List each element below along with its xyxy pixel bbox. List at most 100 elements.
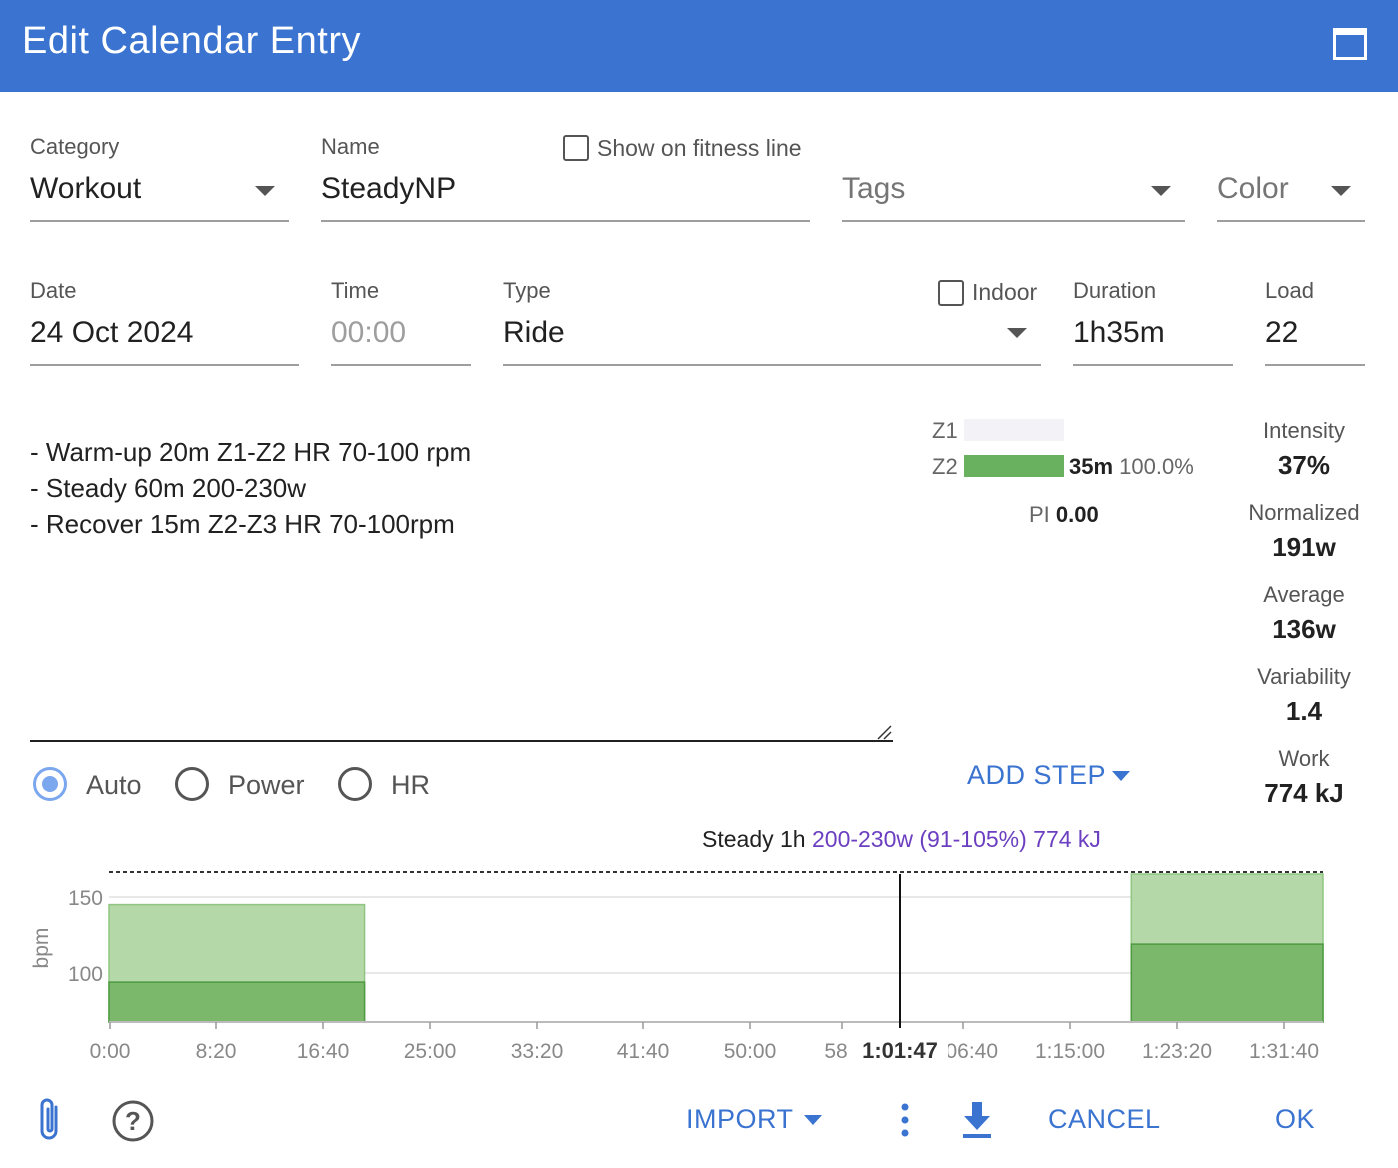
stat-value: 136w (1272, 614, 1336, 644)
y-axis-label: bpm (30, 928, 53, 969)
load-label: Load (1265, 278, 1314, 303)
help-icon[interactable]: ? (111, 1099, 155, 1143)
zone-bar-track-z2 (964, 455, 1064, 477)
stat-label: Variability (1257, 664, 1351, 689)
import-button[interactable]: IMPORT (686, 1104, 794, 1134)
zone-z2-time: 35m (1069, 454, 1114, 479)
radio-hr-label: HR (391, 770, 430, 800)
stat-label: Average (1263, 582, 1345, 607)
stat-value: 37% (1277, 450, 1331, 480)
x-tick-label: 16:40 (297, 1040, 350, 1063)
radio-hr[interactable] (338, 767, 372, 801)
description-line: - Warm-up 20m Z1-Z2 HR 70-100 rpm (30, 437, 472, 467)
zone-bar-track-z1 (964, 419, 1064, 441)
chevron-down-icon (1007, 328, 1027, 338)
time-field[interactable]: Time 00:00 (331, 278, 471, 366)
cancel-button[interactable]: CANCEL (1048, 1104, 1161, 1134)
stat-value: 191w (1272, 532, 1336, 562)
pi-value: 0.00 (1055, 502, 1099, 527)
ok-button[interactable]: OK (1275, 1104, 1316, 1134)
name-field[interactable]: Name SteadyNP (321, 134, 810, 222)
x-tick-label: 1:15:00 (1035, 1040, 1105, 1063)
maximize-icon[interactable] (1333, 28, 1367, 60)
type-select[interactable]: Type Ride (503, 278, 1041, 366)
stat-label: Normalized (1248, 500, 1360, 525)
description-underline (30, 740, 893, 742)
title-bar: Edit Calendar Entry (0, 0, 1398, 92)
step-bar-warm-up (108, 981, 366, 1023)
stat-work: Work 774 kJ (1224, 746, 1384, 809)
chevron-down-icon (255, 186, 275, 196)
pi-readout: PI 0.00 (1029, 502, 1099, 528)
chevron-down-icon (804, 1115, 822, 1125)
y-tick-label: 100 (68, 963, 103, 986)
time-value: 00:00 (331, 316, 407, 349)
duration-label: Duration (1073, 278, 1157, 303)
duration-value: 1h35m (1073, 316, 1165, 349)
radio-auto[interactable] (33, 767, 67, 801)
chevron-down-icon (1151, 186, 1171, 196)
description-line: - Steady 60m 200-230w (30, 473, 307, 503)
x-tick-label: 1:23:20 (1142, 1040, 1212, 1063)
category-label: Category (30, 134, 120, 159)
type-value: Ride (503, 316, 565, 349)
date-label: Date (30, 278, 77, 303)
step-bar-recover (1130, 943, 1324, 1023)
description-line: - Recover 15m Z2-Z3 HR 70-100rpm (30, 509, 455, 539)
show-on-fitness-line-checkbox[interactable] (563, 135, 589, 161)
name-label: Name (321, 134, 380, 159)
name-value: SteadyNP (321, 172, 457, 205)
x-tick-label: 0:00 (90, 1040, 131, 1063)
indoor-checkbox[interactable] (938, 280, 964, 306)
zone-label-z2: Z2 (932, 454, 958, 479)
zone-label-z1: Z1 (932, 418, 958, 443)
step-info-detail: 200-230w (91-105%) 774 kJ (811, 826, 1101, 852)
radio-power[interactable] (175, 767, 209, 801)
stat-variability: Variability 1.4 (1224, 664, 1384, 727)
zone-z2-summary: 35m 100.0% (1069, 454, 1194, 480)
pi-label: PI (1029, 502, 1050, 527)
chart-cursor-label-bg (852, 1032, 948, 1068)
color-select[interactable]: Color (1217, 134, 1365, 222)
stat-average: Average 136w (1224, 582, 1384, 645)
more-vert-icon[interactable] (895, 1102, 915, 1138)
chevron-down-icon (1112, 771, 1130, 781)
x-tick-label: 41:40 (617, 1040, 670, 1063)
x-tick-label: 50:00 (724, 1040, 777, 1063)
attachment-icon[interactable] (36, 1097, 64, 1145)
category-value: Workout (30, 172, 142, 205)
workout-chart[interactable]: 100 150 0:00 8:20 16:40 25:00 33:20 41:40 50:00 5… (0, 860, 1398, 1070)
show-on-fitness-line-label: Show on fitness line (597, 135, 802, 161)
stat-value: 774 kJ (1264, 778, 1344, 808)
stat-label: Work (1278, 746, 1330, 771)
zone-bar-z2 (964, 455, 1064, 477)
load-field[interactable]: Load 22 (1265, 278, 1365, 366)
radio-auto-label: Auto (86, 770, 142, 800)
resize-handle-icon[interactable] (874, 722, 892, 740)
tags-placeholder: Tags (842, 172, 906, 205)
tags-select[interactable]: Tags (842, 134, 1185, 222)
description-textarea[interactable]: - Warm-up 20m Z1-Z2 HR 70-100 rpm - Stea… (30, 434, 471, 542)
color-placeholder: Color (1217, 172, 1289, 205)
date-value: 24 Oct 2024 (30, 316, 194, 349)
step-info-name: Steady 1h (702, 826, 806, 852)
zone-z2-percent: 100.0% (1119, 454, 1194, 479)
load-value: 22 (1265, 316, 1299, 349)
date-field[interactable]: Date 24 Oct 2024 (30, 278, 299, 366)
category-select[interactable]: Category Workout (30, 134, 289, 222)
duration-field[interactable]: Duration 1h35m (1073, 278, 1233, 366)
download-icon[interactable] (960, 1100, 994, 1140)
x-tick-label: 8:20 (196, 1040, 237, 1063)
time-label: Time (331, 278, 380, 303)
dialog-title: Edit Calendar Entry (22, 20, 361, 62)
stat-label: Intensity (1263, 418, 1345, 443)
add-step-button[interactable]: ADD STEP (967, 760, 1107, 790)
x-tick-label: 1:31:40 (1249, 1040, 1319, 1063)
step-info: Steady 1h 200-230w (91-105%) 774 kJ (702, 826, 1101, 853)
y-tick-label: 150 (68, 887, 103, 910)
type-label: Type (503, 278, 551, 303)
chart-cursor-label: 1:01:47 (862, 1038, 938, 1063)
x-tick-label: 25:00 (404, 1040, 457, 1063)
svg-text:?: ? (125, 1106, 141, 1136)
radio-power-label: Power (228, 770, 305, 800)
